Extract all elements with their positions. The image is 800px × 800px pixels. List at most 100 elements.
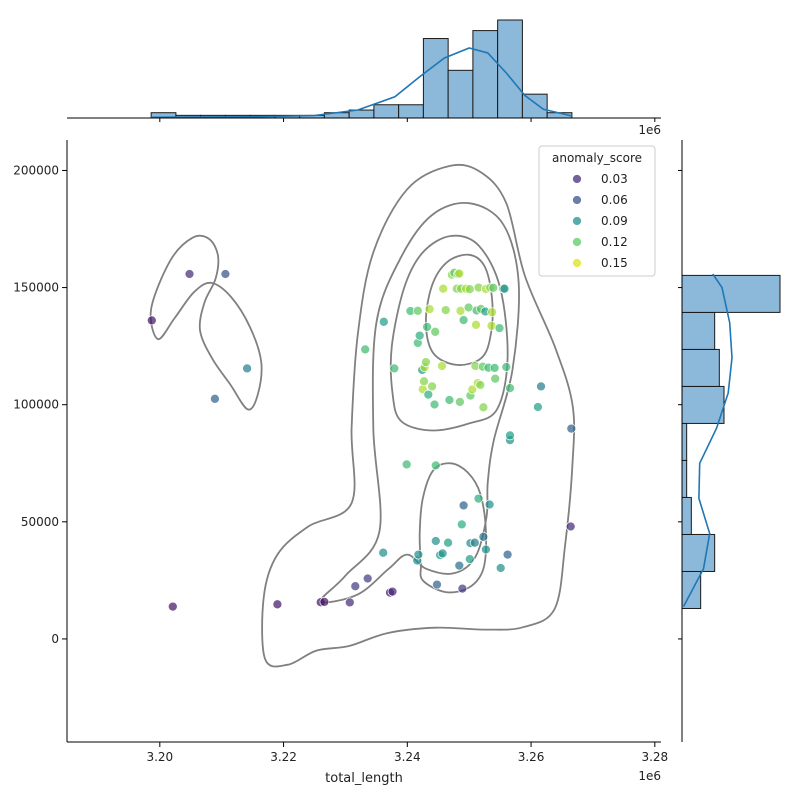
scatter-point-20 bbox=[437, 548, 448, 559]
scatter-point-63 bbox=[440, 305, 451, 315]
scatter-point-56 bbox=[424, 304, 435, 314]
top-hist-bar-11 bbox=[422, 38, 449, 119]
scatter-point-78 bbox=[467, 384, 478, 395]
y-tick-label-3: 150000 bbox=[13, 281, 59, 295]
scatter-point-92 bbox=[486, 320, 497, 331]
scatter-point-6 bbox=[272, 599, 283, 610]
legend: anomaly_score 0.03 0.06 0.09 0.12 0.15 bbox=[538, 145, 656, 277]
scatter-point-87 bbox=[478, 402, 489, 413]
right-hist-bar-2 bbox=[681, 496, 692, 535]
scatter-point-64 bbox=[444, 395, 455, 405]
scatter-point-47 bbox=[412, 305, 423, 316]
y-tick-label-1: 50000 bbox=[21, 515, 59, 529]
scatter-point-26 bbox=[464, 554, 475, 564]
right-hist-bar-5 bbox=[681, 385, 725, 424]
scatter-point-73 bbox=[458, 315, 469, 325]
scatter-point-30 bbox=[478, 531, 489, 542]
scatter-point-76 bbox=[464, 284, 475, 295]
scatter-point-44 bbox=[401, 459, 412, 470]
legend-title: anomaly_score bbox=[552, 151, 642, 165]
scatter-point-58 bbox=[429, 399, 440, 410]
scatter-point-22 bbox=[454, 560, 465, 571]
x-tick-label-4: 3.28 bbox=[641, 750, 668, 764]
legend-box bbox=[538, 145, 656, 277]
scatter-point-23 bbox=[457, 583, 468, 594]
legend-marker-3 bbox=[572, 237, 582, 247]
scatter-point-93 bbox=[487, 307, 497, 318]
scatter-point-95 bbox=[489, 363, 500, 373]
top-hist-bar-15 bbox=[521, 93, 548, 119]
scatter-point-59 bbox=[430, 326, 441, 337]
legend-label-4: 0.15 bbox=[601, 256, 628, 270]
scatter-point-4 bbox=[242, 363, 252, 374]
y-tick-label-2: 100000 bbox=[13, 398, 59, 412]
scatter-point-31 bbox=[481, 544, 491, 555]
right-hist-bar-7 bbox=[681, 311, 716, 350]
top-marginal-histogram bbox=[150, 19, 573, 119]
top-hist-bar-9 bbox=[373, 104, 400, 119]
scatter-point-100 bbox=[501, 362, 512, 372]
scatter-point-37 bbox=[533, 402, 543, 412]
top-hist-bar-12 bbox=[447, 69, 474, 119]
right-marginal-axis bbox=[678, 140, 683, 742]
x-tick-label-0: 3.20 bbox=[146, 750, 173, 764]
right-kde-curve bbox=[682, 273, 733, 607]
legend-label-2: 0.09 bbox=[601, 214, 628, 228]
right-hist-bar-1 bbox=[681, 533, 716, 572]
y-tick-label-4: 200000 bbox=[13, 163, 59, 177]
scatter-point-14 bbox=[378, 547, 389, 558]
scatter-point-10 bbox=[350, 581, 361, 592]
scatter-point-42 bbox=[378, 316, 389, 327]
scatter-point-75 bbox=[463, 302, 474, 313]
legend-marker-4 bbox=[572, 258, 582, 268]
top-hist-bar-14 bbox=[497, 19, 523, 119]
main-axes: 3.20 3.22 3.24 3.26 3.28 0 50000 100000 150000 20… bbox=[13, 140, 668, 764]
scatter-point-80 bbox=[471, 319, 481, 330]
scatter-point-25 bbox=[458, 500, 469, 511]
scatter-point-43 bbox=[389, 363, 400, 374]
scatter-point-28 bbox=[469, 537, 480, 548]
x-axis-label: total_length bbox=[325, 771, 403, 786]
scatter-point-101 bbox=[505, 383, 515, 393]
top-x-offset-label: 1e6 bbox=[638, 123, 661, 137]
scatter-point-51 bbox=[419, 376, 429, 387]
right-hist-bar-8 bbox=[681, 274, 781, 313]
legend-marker-0 bbox=[572, 174, 582, 184]
scatter-point-40 bbox=[565, 521, 576, 532]
kde-contour-5 bbox=[418, 462, 488, 594]
scatter-point-36 bbox=[505, 430, 515, 441]
legend-marker-1 bbox=[572, 195, 582, 205]
x-offset-label: 1e6 bbox=[638, 769, 661, 783]
scatter-point-17 bbox=[430, 536, 441, 546]
top-hist-bar-13 bbox=[472, 30, 499, 119]
scatter-point-41 bbox=[360, 344, 371, 355]
kde-contour-3 bbox=[389, 234, 509, 432]
legend-label-3: 0.12 bbox=[601, 235, 628, 249]
scatter-point-70 bbox=[455, 397, 465, 407]
scatter-point-53 bbox=[421, 357, 431, 367]
right-hist-bar-3 bbox=[681, 459, 688, 498]
scatter-point-71 bbox=[455, 305, 466, 316]
scatter-point-62 bbox=[438, 283, 449, 294]
scatter-point-11 bbox=[362, 573, 373, 584]
top-kde-curve bbox=[151, 47, 573, 119]
scatter-point-9 bbox=[344, 597, 355, 608]
legend-label-0: 0.03 bbox=[601, 172, 628, 186]
scatter-point-2 bbox=[220, 269, 231, 279]
scatter-point-32 bbox=[484, 499, 495, 510]
x-tick-label-1: 3.22 bbox=[270, 750, 297, 764]
scatter-point-61 bbox=[437, 361, 447, 371]
right-marginal-histogram bbox=[681, 273, 781, 609]
scatter-point-34 bbox=[502, 549, 513, 560]
scatter-point-97 bbox=[494, 323, 505, 333]
top-marginal-axis bbox=[67, 117, 661, 122]
scatter-point-13 bbox=[387, 586, 398, 597]
scatter-point-96 bbox=[490, 373, 501, 384]
scatter-point-55 bbox=[423, 389, 434, 400]
scatter-point-38 bbox=[536, 381, 546, 392]
scatter-point-84 bbox=[475, 380, 486, 390]
scatter-point-1 bbox=[184, 269, 195, 279]
scatter-point-24 bbox=[456, 519, 467, 530]
x-tick-label-3: 3.26 bbox=[518, 750, 545, 764]
scatter-point-57 bbox=[427, 381, 437, 392]
